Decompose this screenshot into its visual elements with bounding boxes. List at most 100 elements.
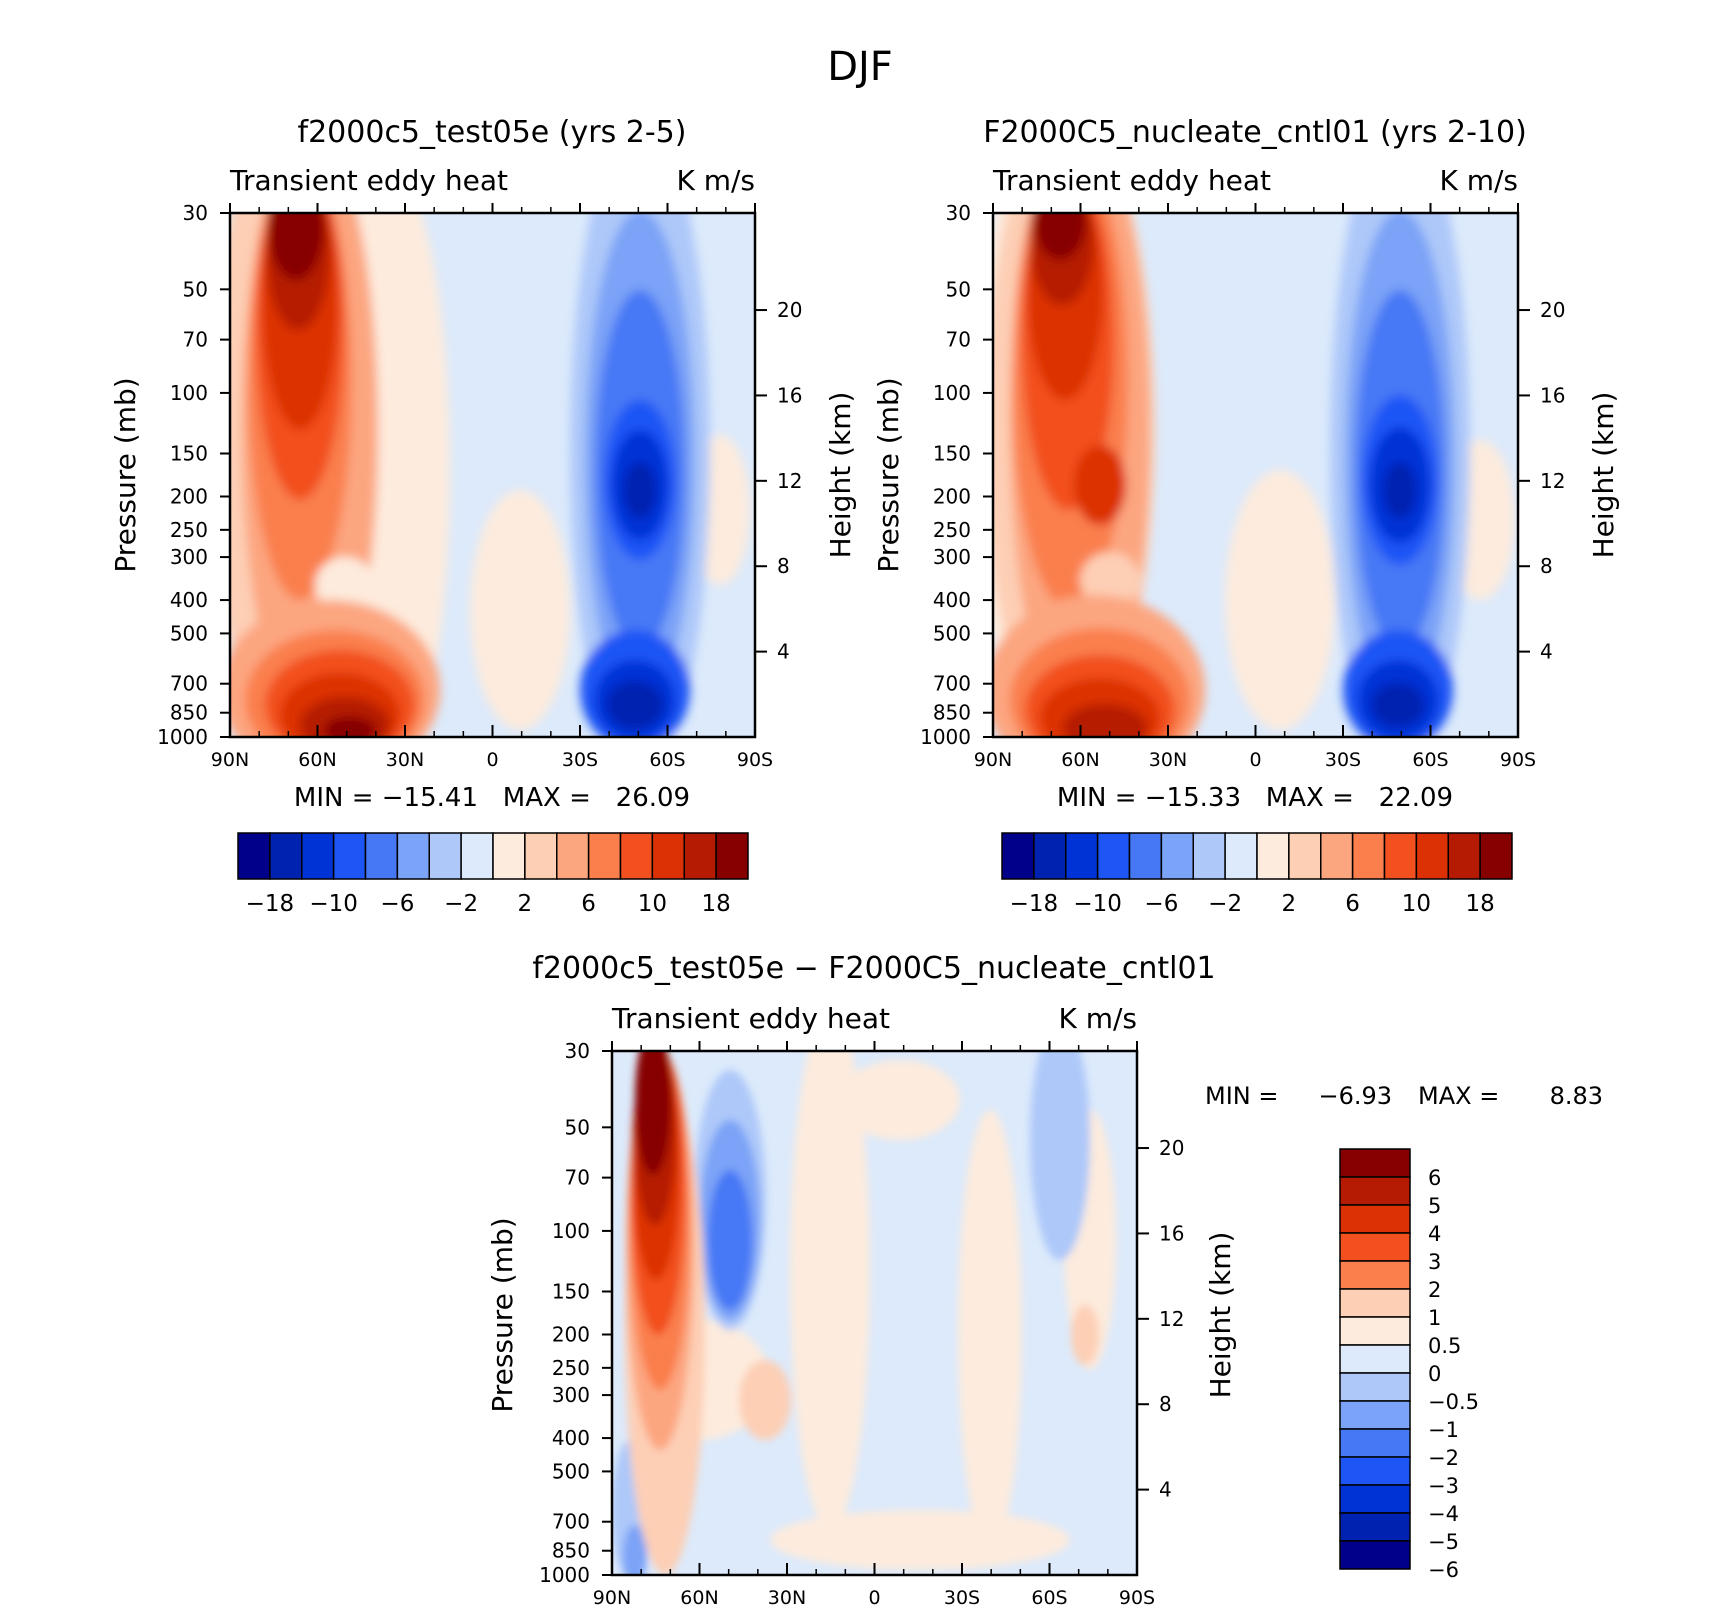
panel-2-y-tick-label: 700 bbox=[933, 672, 971, 696]
panel-3-y-tick-label: 400 bbox=[552, 1426, 590, 1450]
panel-1-ylabel-right: Height (km) bbox=[824, 392, 857, 559]
panel-3-y-tick-label: 70 bbox=[565, 1166, 590, 1190]
panel-2-colorbar-box bbox=[1160, 832, 1194, 880]
panel-1-y-tick-label: 850 bbox=[170, 701, 208, 725]
panel-3-colorbar-label: −5 bbox=[1428, 1530, 1459, 1554]
panel-2-colorbar-box bbox=[1415, 832, 1449, 880]
panel-1-colorbar-box bbox=[269, 832, 303, 880]
panel-2-height-tick-label: 8 bbox=[1540, 554, 1553, 578]
panel-3-field-blob bbox=[790, 1051, 870, 1530]
panel-1-y-tick-label: 500 bbox=[170, 621, 208, 645]
panel-3-field-blob bbox=[840, 1060, 960, 1140]
panel-3-colorbar-box bbox=[1339, 1512, 1411, 1542]
panel-3-x-tick-label: 60S bbox=[1031, 1587, 1067, 1609]
panel-3-colorbar-box bbox=[1339, 1400, 1411, 1430]
panel-1-colorbar-box bbox=[492, 832, 526, 880]
panel-2-y-tick-label: 50 bbox=[946, 277, 971, 301]
panel-1-colorbar-box bbox=[619, 832, 654, 880]
panel-2-height-tick-label: 16 bbox=[1540, 383, 1565, 407]
panel-3-x-tick-label: 60N bbox=[680, 1587, 718, 1609]
panel-3-y-tick-label: 700 bbox=[552, 1510, 590, 1534]
panel-3-colorbar-box bbox=[1339, 1148, 1411, 1178]
panel-1-field-blob bbox=[324, 716, 376, 737]
panel-1-colorbar-label: 18 bbox=[701, 891, 730, 917]
panel-1-height-tick-label: 20 bbox=[777, 298, 802, 322]
panel-3: f2000c5_test05e − F2000C5_nucleate_cntl0… bbox=[486, 951, 1603, 1609]
panel-1-y-tick-label: 700 bbox=[170, 672, 208, 696]
panel-1-colorbar-box bbox=[428, 832, 462, 880]
panel-3-field-blob bbox=[1030, 1051, 1090, 1260]
panel-3-height-tick-label: 12 bbox=[1159, 1307, 1184, 1331]
panel-3-y-tick-label: 250 bbox=[552, 1356, 590, 1380]
panel-2-contour-field bbox=[993, 213, 1518, 737]
panel-2-field-blob bbox=[1074, 445, 1126, 525]
panel-2-height-tick-label: 20 bbox=[1540, 298, 1565, 322]
panel-2-colorbar-label: −2 bbox=[1208, 891, 1242, 917]
panel-2-field-blob bbox=[1080, 552, 1140, 608]
panel-3-colorbar-label: 0 bbox=[1428, 1362, 1441, 1386]
panel-2-y-tick-label: 1000 bbox=[920, 725, 971, 749]
panel-2-colorbar-box bbox=[1256, 832, 1290, 880]
panel-3-field-blob bbox=[635, 1051, 671, 1175]
panel-2-colorbar-box bbox=[1479, 832, 1513, 880]
panel-3-axes: 90N 60N 30N 0 30S 60S 90S 30 50 70 100 150 200 250 300… bbox=[539, 1039, 1184, 1609]
panel-3-field-blob bbox=[708, 1170, 752, 1310]
panel-1: f2000c5_test05e (yrs 2-5) Transient eddy… bbox=[109, 115, 857, 917]
panel-1-x-tick-label: 60N bbox=[298, 749, 336, 771]
panel-2-colorbar-label: −10 bbox=[1073, 891, 1122, 917]
panel-3-colorbar-box bbox=[1339, 1344, 1411, 1374]
panel-1-x-tick-label: 60S bbox=[649, 749, 685, 771]
panel-2-colorbar-box bbox=[1383, 832, 1418, 880]
panel-3-colorbar-box bbox=[1339, 1232, 1411, 1262]
panel-1-colorbar-box bbox=[524, 832, 558, 880]
panel-1-colorbar-label: −18 bbox=[246, 891, 295, 917]
panel-2-field-blob bbox=[1034, 213, 1086, 260]
panel-2: F2000C5_nucleate_cntl01 (yrs 2-10) Trans… bbox=[872, 115, 1620, 917]
panel-1-colorbar-box bbox=[587, 832, 622, 880]
panel-2-y-tick-label: 400 bbox=[933, 588, 971, 612]
panel-2-colorbar-box bbox=[1192, 832, 1226, 880]
panel-1-colorbar-box bbox=[237, 832, 271, 880]
panel-2-axes: 90N 60N 30N 0 30S 60S 90S 30 50 70 100 150 200 250 300… bbox=[920, 201, 1565, 771]
panel-3-colorbar-box bbox=[1339, 1372, 1411, 1402]
panel-3-height-tick-label: 8 bbox=[1159, 1392, 1172, 1416]
panel-2-min-max: MIN = −15.33 MAX = 22.09 bbox=[1057, 783, 1453, 813]
figure-title: DJF bbox=[827, 44, 893, 90]
panel-3-min-value: −6.93 bbox=[1318, 1082, 1392, 1110]
panel-3-y-tick-label: 300 bbox=[552, 1383, 590, 1407]
panel-2-colorbar-label: 10 bbox=[1402, 891, 1431, 917]
panel-3-min-label: MIN = bbox=[1205, 1082, 1278, 1110]
panel-3-field-blob bbox=[770, 1510, 1070, 1570]
panel-1-left-string: Transient eddy heat bbox=[229, 164, 508, 197]
panel-1-y-tick-label: 30 bbox=[183, 201, 208, 225]
panel-3-right-string: K m/s bbox=[1058, 1002, 1137, 1035]
panel-2-colorbar-label: 2 bbox=[1282, 891, 1297, 917]
panel-3-y-tick-label: 50 bbox=[565, 1115, 590, 1139]
panel-3-colorbar-box bbox=[1339, 1484, 1411, 1514]
panel-1-colorbar-box bbox=[683, 832, 717, 880]
panel-3-colorbar-box bbox=[1339, 1316, 1411, 1346]
panel-2-x-tick-label: 60N bbox=[1061, 749, 1099, 771]
panel-2-colorbar-box bbox=[1447, 832, 1481, 880]
panel-3-colorbar-label: −0.5 bbox=[1428, 1390, 1479, 1414]
panel-1-ylabel: Pressure (mb) bbox=[109, 377, 142, 572]
panel-1-x-tick-label: 90S bbox=[737, 749, 773, 771]
panel-1-colorbar-box bbox=[556, 832, 590, 880]
panel-3-field-blob bbox=[623, 1525, 647, 1575]
panel-1-y-tick-label: 1000 bbox=[157, 725, 208, 749]
panel-1-colorbar-box bbox=[364, 832, 399, 880]
panel-1-field-blob bbox=[470, 490, 570, 730]
panel-3-colorbar-box bbox=[1339, 1288, 1411, 1318]
panel-3-title: f2000c5_test05e − F2000C5_nucleate_cntl0… bbox=[532, 951, 1215, 986]
panel-2-colorbar: −18 −10 −6 −2 2 6 10 18 bbox=[1001, 832, 1513, 917]
panel-3-ylabel: Pressure (mb) bbox=[486, 1217, 519, 1412]
panel-2-field-blob bbox=[1372, 683, 1424, 727]
panel-1-field-blob bbox=[315, 557, 375, 613]
panel-1-y-tick-label: 50 bbox=[183, 277, 208, 301]
panel-2-y-tick-label: 30 bbox=[946, 201, 971, 225]
panel-1-colorbar-label: −6 bbox=[380, 891, 414, 917]
panel-2-colorbar-box bbox=[1001, 832, 1035, 880]
panel-2-colorbar-box bbox=[1320, 832, 1354, 880]
